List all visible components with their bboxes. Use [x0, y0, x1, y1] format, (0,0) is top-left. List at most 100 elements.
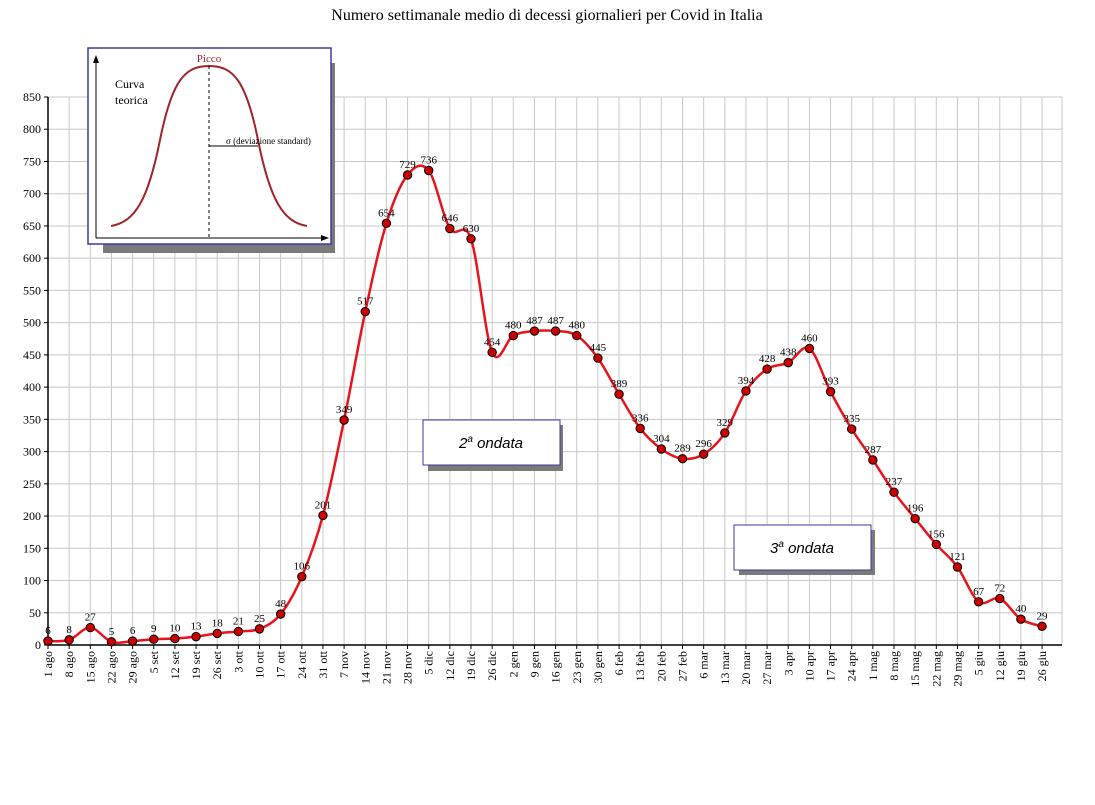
- data-label: 156: [928, 528, 945, 540]
- data-point: [43, 636, 53, 646]
- data-point: [931, 539, 941, 550]
- y-tick-label: 800: [23, 122, 41, 136]
- data-label: 13: [191, 621, 203, 633]
- data-point: [212, 628, 222, 639]
- y-tick-label: 400: [23, 380, 41, 394]
- y-tick-label: 750: [23, 154, 41, 168]
- data-point: [952, 562, 963, 572]
- inset-theoretical-curve: Picco Curva teorica σ (deviazione standa…: [87, 47, 335, 253]
- y-tick-label: 150: [23, 541, 41, 555]
- x-tick-label: 27 feb: [676, 651, 690, 681]
- data-label: 296: [695, 438, 712, 450]
- x-tick-label: 5 giu: [972, 651, 986, 675]
- y-tick-label: 650: [23, 219, 41, 233]
- data-point: [318, 510, 328, 521]
- data-label: 289: [674, 443, 691, 455]
- y-tick-label: 700: [23, 187, 41, 201]
- data-label: 480: [505, 320, 522, 332]
- data-point: [106, 637, 117, 647]
- data-label: 106: [294, 561, 311, 573]
- data-point: [698, 449, 709, 459]
- x-tick-label: 1 ago: [41, 651, 55, 677]
- x-tick-label: 12 dic: [443, 651, 457, 681]
- x-tick-label: 24 ott: [295, 650, 309, 678]
- x-tick-label: 29 ago: [126, 651, 140, 683]
- data-point: [741, 386, 751, 396]
- x-tick-label: 24 apr: [845, 651, 859, 681]
- data-label: 445: [590, 342, 607, 354]
- data-label: 196: [907, 503, 924, 515]
- y-tick-label: 100: [23, 574, 41, 588]
- data-label: 454: [484, 336, 501, 348]
- data-point: [254, 624, 265, 634]
- data-label: 18: [212, 617, 224, 629]
- wave3-label: 3a ondata: [770, 539, 834, 557]
- x-tick-label: 5 set: [147, 650, 161, 673]
- x-tick-label: 30 gen: [591, 651, 605, 683]
- data-point: [64, 635, 74, 645]
- data-label: 736: [420, 154, 437, 166]
- wave3-annotation: 3a ondata: [733, 524, 875, 575]
- y-tick-label: 350: [23, 412, 41, 426]
- data-point: [149, 634, 159, 644]
- data-label: 460: [801, 332, 818, 344]
- data-point: [572, 330, 582, 341]
- x-tick-label: 3 apr: [781, 651, 795, 675]
- data-label: 654: [378, 207, 395, 219]
- data-point: [614, 389, 624, 399]
- data-point: [402, 170, 413, 180]
- data-label: 349: [336, 404, 353, 416]
- data-label: 480: [569, 320, 586, 332]
- x-tick-label: 19 dic: [464, 651, 478, 681]
- data-label: 25: [254, 613, 266, 625]
- data-point: [466, 234, 476, 244]
- y-axis-ticks: 0 50 100 150 200 250 300 350 400 450 500 550 600 650 7…: [23, 90, 48, 652]
- data-label: 9: [151, 623, 157, 635]
- x-tick-label: 6 mar: [697, 651, 711, 679]
- data-point: [297, 571, 307, 582]
- y-tick-label: 50: [29, 606, 41, 620]
- data-label: 48: [275, 598, 287, 610]
- x-tick-label: 23 gen: [570, 651, 584, 683]
- x-tick-label: 12 giu: [993, 651, 1007, 681]
- chart-title: Numero settimanale medio di decessi gior…: [331, 7, 762, 24]
- y-tick-label: 550: [23, 283, 41, 297]
- data-label: 40: [1015, 603, 1027, 615]
- inset-peak-label: Picco: [197, 53, 222, 65]
- x-tick-label: 22 mag: [929, 651, 943, 687]
- y-tick-label: 500: [23, 316, 41, 330]
- x-tick-label: 16 gen: [549, 651, 563, 683]
- data-label: 428: [759, 353, 776, 365]
- x-tick-label: 3 ott: [231, 650, 245, 672]
- data-point: [487, 347, 497, 358]
- data-label: 29: [1037, 610, 1049, 622]
- data-label: 487: [526, 315, 543, 327]
- data-point: [783, 357, 793, 368]
- data-point: [889, 487, 899, 497]
- data-label: 287: [865, 444, 882, 456]
- x-tick-label: 15 ago: [83, 651, 97, 683]
- data-point: [127, 636, 138, 646]
- data-label: 27: [85, 612, 97, 624]
- x-tick-label: 28 nov: [401, 651, 415, 684]
- data-label: 646: [442, 213, 459, 225]
- data-label: 487: [547, 315, 564, 327]
- x-tick-label: 20 mar: [739, 651, 753, 685]
- data-point: [762, 364, 772, 374]
- data-point: [339, 415, 349, 425]
- data-label: 729: [399, 159, 416, 171]
- x-tick-label: 8 mag: [887, 651, 901, 681]
- data-point: [550, 326, 561, 336]
- x-tick-label: 12 set: [168, 650, 182, 679]
- data-label: 8: [66, 624, 72, 636]
- wave2-box: [422, 419, 561, 466]
- data-point: [868, 455, 878, 465]
- x-axis-ticks: 1 ago 8 ago 15 ago 22 ago 29 ago 5 set 12 set 1…: [41, 645, 1049, 687]
- data-label: 6: [45, 625, 51, 637]
- data-label: 201: [315, 499, 332, 511]
- data-point: [720, 428, 730, 438]
- inset-curve-label-1: Curva: [115, 77, 145, 91]
- x-tick-label: 26 dic: [485, 651, 499, 681]
- data-labels: 6 8 27 5 6 9 10 13 18 21 25 48 106 201 349 517 654 729 736…: [45, 154, 1048, 637]
- x-tick-label: 29 mag: [950, 651, 964, 687]
